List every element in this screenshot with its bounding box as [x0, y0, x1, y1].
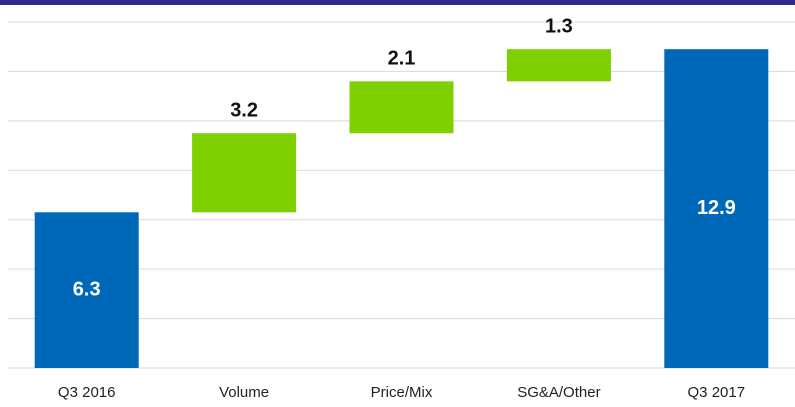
data-label: 12.9	[697, 197, 736, 219]
data-label: 2.1	[388, 48, 416, 70]
x-tick-label: SG&A/Other	[517, 384, 600, 401]
bar	[506, 49, 611, 82]
header-bar	[0, 0, 795, 5]
bar	[192, 133, 297, 213]
x-tick-label: Price/Mix	[371, 384, 433, 401]
bar	[664, 49, 769, 368]
data-label: 3.2	[230, 99, 258, 121]
x-tick-label: Q3 2016	[58, 384, 116, 401]
bar	[34, 212, 139, 368]
x-tick-label: Volume	[219, 384, 269, 401]
bar	[349, 81, 454, 134]
x-tick-label: Q3 2017	[688, 384, 746, 401]
data-label: 6.3	[73, 278, 101, 300]
data-label: 1.3	[545, 15, 573, 37]
